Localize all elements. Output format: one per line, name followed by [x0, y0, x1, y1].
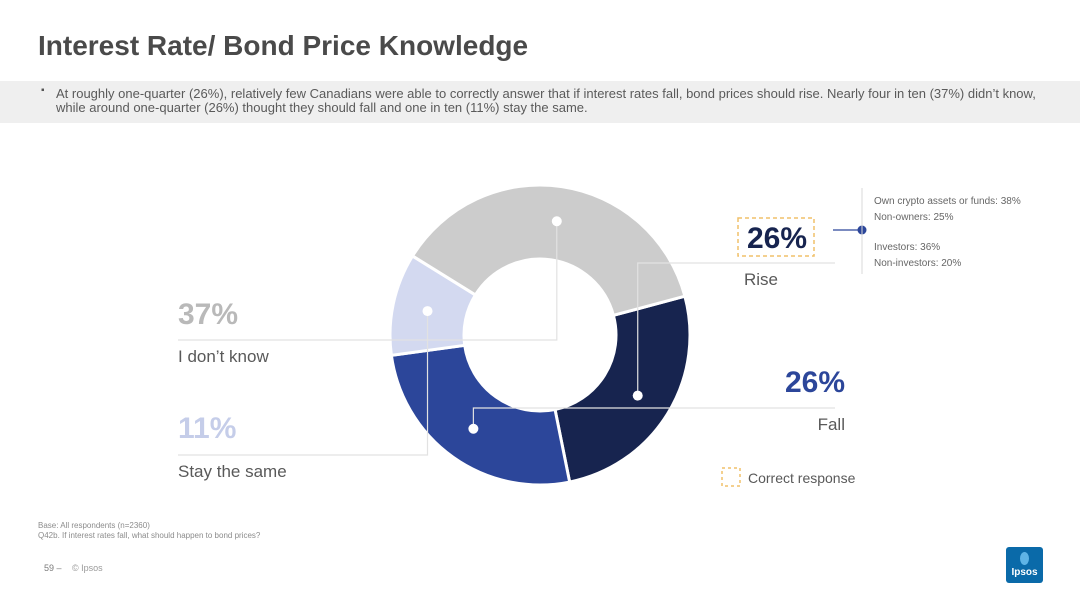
page-number: 59 – [44, 563, 62, 573]
category-label-fall: Fall [818, 415, 845, 434]
slide-title: Interest Rate/ Bond Price Knowledge [38, 30, 529, 61]
category-label-i-don-t-know: I don’t know [178, 347, 269, 366]
logo-text: Ipsos [1011, 567, 1038, 578]
annotation-line-4: Non-investors: 20% [874, 258, 961, 269]
annotation-line-1: Own crypto assets or funds: 38% [874, 196, 1021, 207]
legend-correct-box [721, 467, 741, 487]
leader-line-rise [637, 262, 835, 396]
slice-marker-i-don-t-know [551, 216, 562, 227]
legend-correct-label: Correct response [748, 470, 856, 486]
donut-slice-rise [553, 294, 692, 484]
ipsos-logo: Ipsos [1006, 547, 1043, 583]
annotation-line-2: Non-owners: 25% [874, 212, 954, 223]
footer-question: Q42b. If interest rates fall, what shoul… [38, 531, 261, 540]
donut-slice-i-don-t-know [410, 183, 687, 318]
leader-line-stay-the-same [178, 311, 429, 456]
footer-base: Base: All respondents (n=2360) [38, 521, 150, 530]
value-label-i-don-t-know: 37% [178, 298, 238, 331]
correct-answer-box [737, 217, 815, 257]
summary-band: ▪ At roughly one-quarter (26%), relative… [0, 81, 1080, 123]
slice-marker-rise [632, 390, 643, 401]
logo-mark-icon [1020, 552, 1029, 565]
bullet-marker: ▪ [41, 85, 45, 96]
slice-marker-stay-the-same [422, 306, 433, 317]
summary-text: At roughly one-quarter (26%), relatively… [56, 86, 1036, 115]
copyright: © Ipsos [72, 563, 103, 573]
category-label-stay-the-same: Stay the same [178, 462, 287, 481]
value-label-fall: 26% [785, 366, 845, 399]
value-label-rise: 26% [747, 222, 807, 255]
category-label-rise: Rise [744, 270, 778, 289]
leader-line-fall [472, 407, 835, 429]
annotation-line-3: Investors: 36% [874, 242, 940, 253]
slice-marker-fall [468, 423, 479, 434]
value-label-stay-the-same: 11% [178, 412, 236, 445]
leader-line-i-don-t-know [178, 221, 558, 341]
donut-slice-fall [389, 343, 572, 487]
